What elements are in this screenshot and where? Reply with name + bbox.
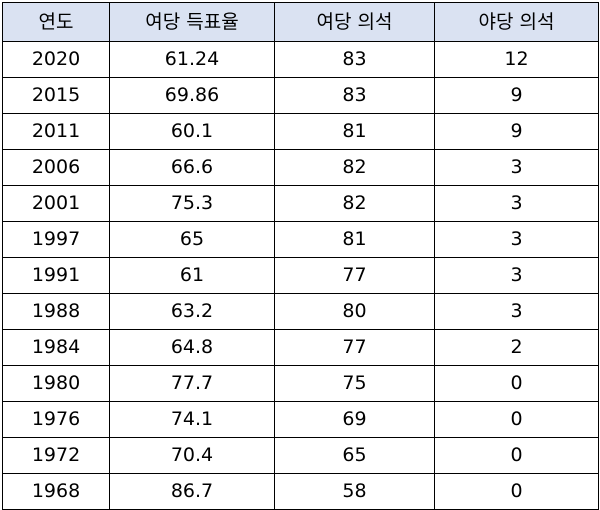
cell-year: 1984 (2, 329, 110, 366)
cell-opposition-seats: 0 (434, 437, 599, 474)
cell-ruling-vote-share: 69.86 (109, 77, 275, 114)
cell-ruling-seats: 77 (274, 257, 435, 294)
cell-ruling-seats: 82 (274, 185, 435, 222)
cell-opposition-seats: 0 (434, 401, 599, 438)
cell-year: 2011 (2, 113, 110, 150)
cell-ruling-seats: 83 (274, 77, 435, 114)
cell-ruling-seats: 81 (274, 113, 435, 150)
cell-ruling-vote-share: 64.8 (109, 329, 275, 366)
table-row: 2011 60.1 81 9 (2, 113, 599, 150)
cell-opposition-seats: 3 (434, 221, 599, 258)
cell-year: 1968 (2, 473, 110, 510)
cell-ruling-vote-share: 74.1 (109, 401, 275, 438)
cell-ruling-seats: 80 (274, 293, 435, 330)
cell-year: 2001 (2, 185, 110, 222)
table-row: 1988 63.2 80 3 (2, 293, 599, 330)
table-row: 1972 70.4 65 0 (2, 437, 599, 474)
cell-opposition-seats: 2 (434, 329, 599, 366)
cell-ruling-vote-share: 60.1 (109, 113, 275, 150)
header-opposition-seats: 야당 의석 (434, 2, 599, 42)
cell-opposition-seats: 0 (434, 473, 599, 510)
cell-ruling-seats: 83 (274, 41, 435, 78)
cell-year: 1972 (2, 437, 110, 474)
cell-ruling-seats: 69 (274, 401, 435, 438)
cell-opposition-seats: 3 (434, 149, 599, 186)
cell-opposition-seats: 3 (434, 185, 599, 222)
cell-year: 2020 (2, 41, 110, 78)
header-year: 연도 (2, 2, 110, 42)
cell-opposition-seats: 12 (434, 41, 599, 78)
header-ruling-vote-share: 여당 득표율 (109, 2, 275, 42)
table-header: 연도 여당 득표율 여당 의석 야당 의석 (2, 2, 599, 42)
table-row: 2001 75.3 82 3 (2, 185, 599, 222)
table-row: 1997 65 81 3 (2, 221, 599, 258)
cell-ruling-seats: 77 (274, 329, 435, 366)
cell-year: 2006 (2, 149, 110, 186)
table-row: 1991 61 77 3 (2, 257, 599, 294)
cell-opposition-seats: 0 (434, 365, 599, 402)
cell-ruling-vote-share: 66.6 (109, 149, 275, 186)
cell-ruling-vote-share: 70.4 (109, 437, 275, 474)
cell-ruling-vote-share: 61.24 (109, 41, 275, 78)
cell-year: 1997 (2, 221, 110, 258)
cell-opposition-seats: 9 (434, 113, 599, 150)
table-row: 2020 61.24 83 12 (2, 41, 599, 78)
cell-opposition-seats: 9 (434, 77, 599, 114)
cell-ruling-seats: 82 (274, 149, 435, 186)
cell-ruling-vote-share: 63.2 (109, 293, 275, 330)
cell-year: 1976 (2, 401, 110, 438)
cell-ruling-vote-share: 77.7 (109, 365, 275, 402)
table-row: 2006 66.6 82 3 (2, 149, 599, 186)
cell-ruling-vote-share: 61 (109, 257, 275, 294)
cell-ruling-vote-share: 86.7 (109, 473, 275, 510)
header-ruling-seats: 여당 의석 (274, 2, 435, 42)
cell-year: 1991 (2, 257, 110, 294)
cell-opposition-seats: 3 (434, 257, 599, 294)
header-row: 연도 여당 득표율 여당 의석 야당 의석 (2, 2, 599, 42)
table-row: 1968 86.7 58 0 (2, 473, 599, 510)
table-row: 1976 74.1 69 0 (2, 401, 599, 438)
cell-ruling-seats: 75 (274, 365, 435, 402)
table-body: 2020 61.24 83 12 2015 69.86 83 9 2011 60… (2, 41, 599, 510)
cell-opposition-seats: 3 (434, 293, 599, 330)
table-row: 1984 64.8 77 2 (2, 329, 599, 366)
cell-ruling-vote-share: 65 (109, 221, 275, 258)
cell-ruling-seats: 65 (274, 437, 435, 474)
cell-ruling-seats: 58 (274, 473, 435, 510)
table-row: 2015 69.86 83 9 (2, 77, 599, 114)
cell-ruling-vote-share: 75.3 (109, 185, 275, 222)
cell-ruling-seats: 81 (274, 221, 435, 258)
cell-year: 1988 (2, 293, 110, 330)
cell-year: 1980 (2, 365, 110, 402)
table-row: 1980 77.7 75 0 (2, 365, 599, 402)
cell-year: 2015 (2, 77, 110, 114)
